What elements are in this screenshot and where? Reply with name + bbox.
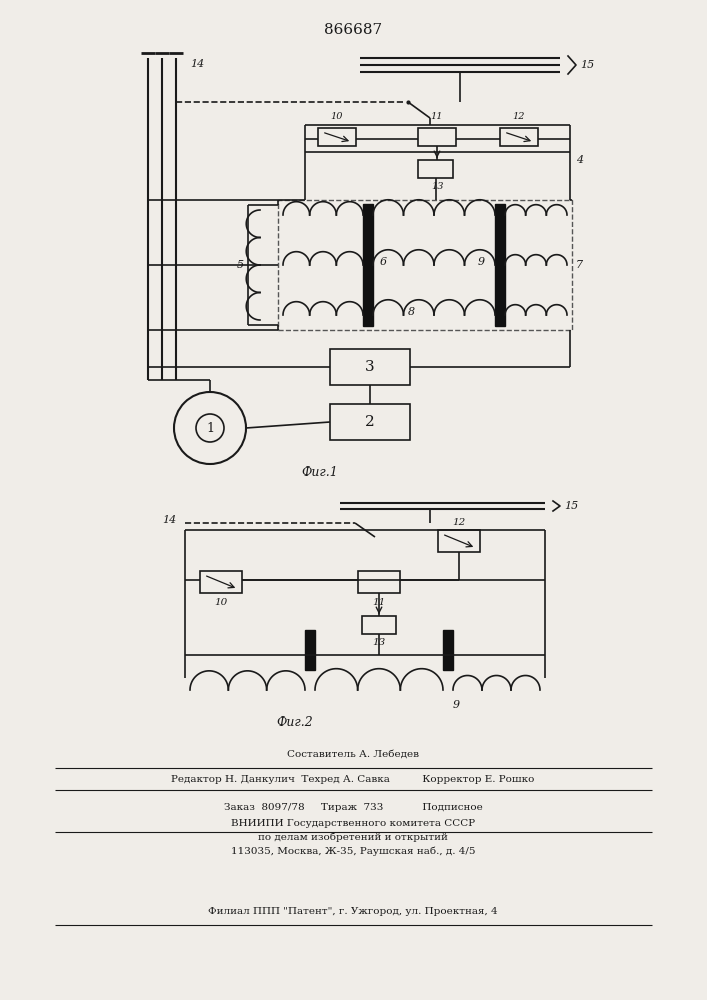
Text: 11: 11 [373, 598, 385, 607]
Text: 14: 14 [162, 515, 176, 525]
Text: 1: 1 [206, 422, 214, 434]
Text: 2: 2 [365, 415, 375, 429]
Text: 3: 3 [366, 360, 375, 374]
Text: 15: 15 [580, 60, 595, 70]
Text: 13: 13 [373, 638, 385, 647]
Text: 12: 12 [452, 518, 466, 527]
Text: Редактор Н. Данкулич  Техред А. Савка          Корректор Е. Рошко: Редактор Н. Данкулич Техред А. Савка Кор… [171, 774, 534, 784]
Text: по делам изобретений и открытий: по делам изобретений и открытий [258, 832, 448, 842]
Bar [363, 204, 373, 326]
Bar [438, 530, 480, 552]
Text: 10: 10 [331, 112, 344, 121]
Text: 113035, Москва, Ж-35, Раушская наб., д. 4/5: 113035, Москва, Ж-35, Раушская наб., д. … [230, 846, 475, 856]
Text: 6: 6 [380, 257, 387, 267]
Bar [495, 204, 505, 326]
Bar [418, 128, 456, 146]
Text: 7: 7 [576, 260, 583, 270]
Bar [305, 630, 315, 670]
Text: 12: 12 [513, 112, 525, 121]
Bar [278, 200, 572, 330]
Text: 866687: 866687 [324, 23, 382, 37]
Text: 11: 11 [431, 112, 443, 121]
Bar [330, 404, 410, 440]
Bar [418, 160, 453, 178]
Bar [500, 128, 538, 146]
Text: 9: 9 [478, 257, 485, 267]
Text: 9: 9 [453, 700, 460, 710]
Text: 15: 15 [564, 501, 578, 511]
Bar [362, 616, 396, 634]
Bar [330, 349, 410, 385]
Bar [318, 128, 356, 146]
Bar [200, 571, 242, 593]
Text: 13: 13 [431, 182, 444, 191]
Text: Фиг.1: Фиг.1 [302, 466, 339, 480]
Bar [443, 630, 453, 670]
Text: Филиал ППП "Патент", г. Ужгород, ул. Проектная, 4: Филиал ППП "Патент", г. Ужгород, ул. Про… [208, 908, 498, 916]
Text: 4: 4 [576, 155, 583, 165]
Text: Заказ  8097/78     Тираж  733            Подписное: Заказ 8097/78 Тираж 733 Подписное [223, 804, 482, 812]
Text: ВНИИПИ Государственного комитета СССР: ВНИИПИ Государственного комитета СССР [231, 820, 475, 828]
Text: Фиг.2: Фиг.2 [276, 716, 313, 728]
Text: 8: 8 [408, 307, 415, 317]
Text: 5: 5 [237, 260, 244, 270]
Text: 14: 14 [190, 59, 204, 69]
Bar [358, 571, 400, 593]
Text: 10: 10 [214, 598, 228, 607]
Text: Составитель А. Лебедев: Составитель А. Лебедев [287, 750, 419, 759]
